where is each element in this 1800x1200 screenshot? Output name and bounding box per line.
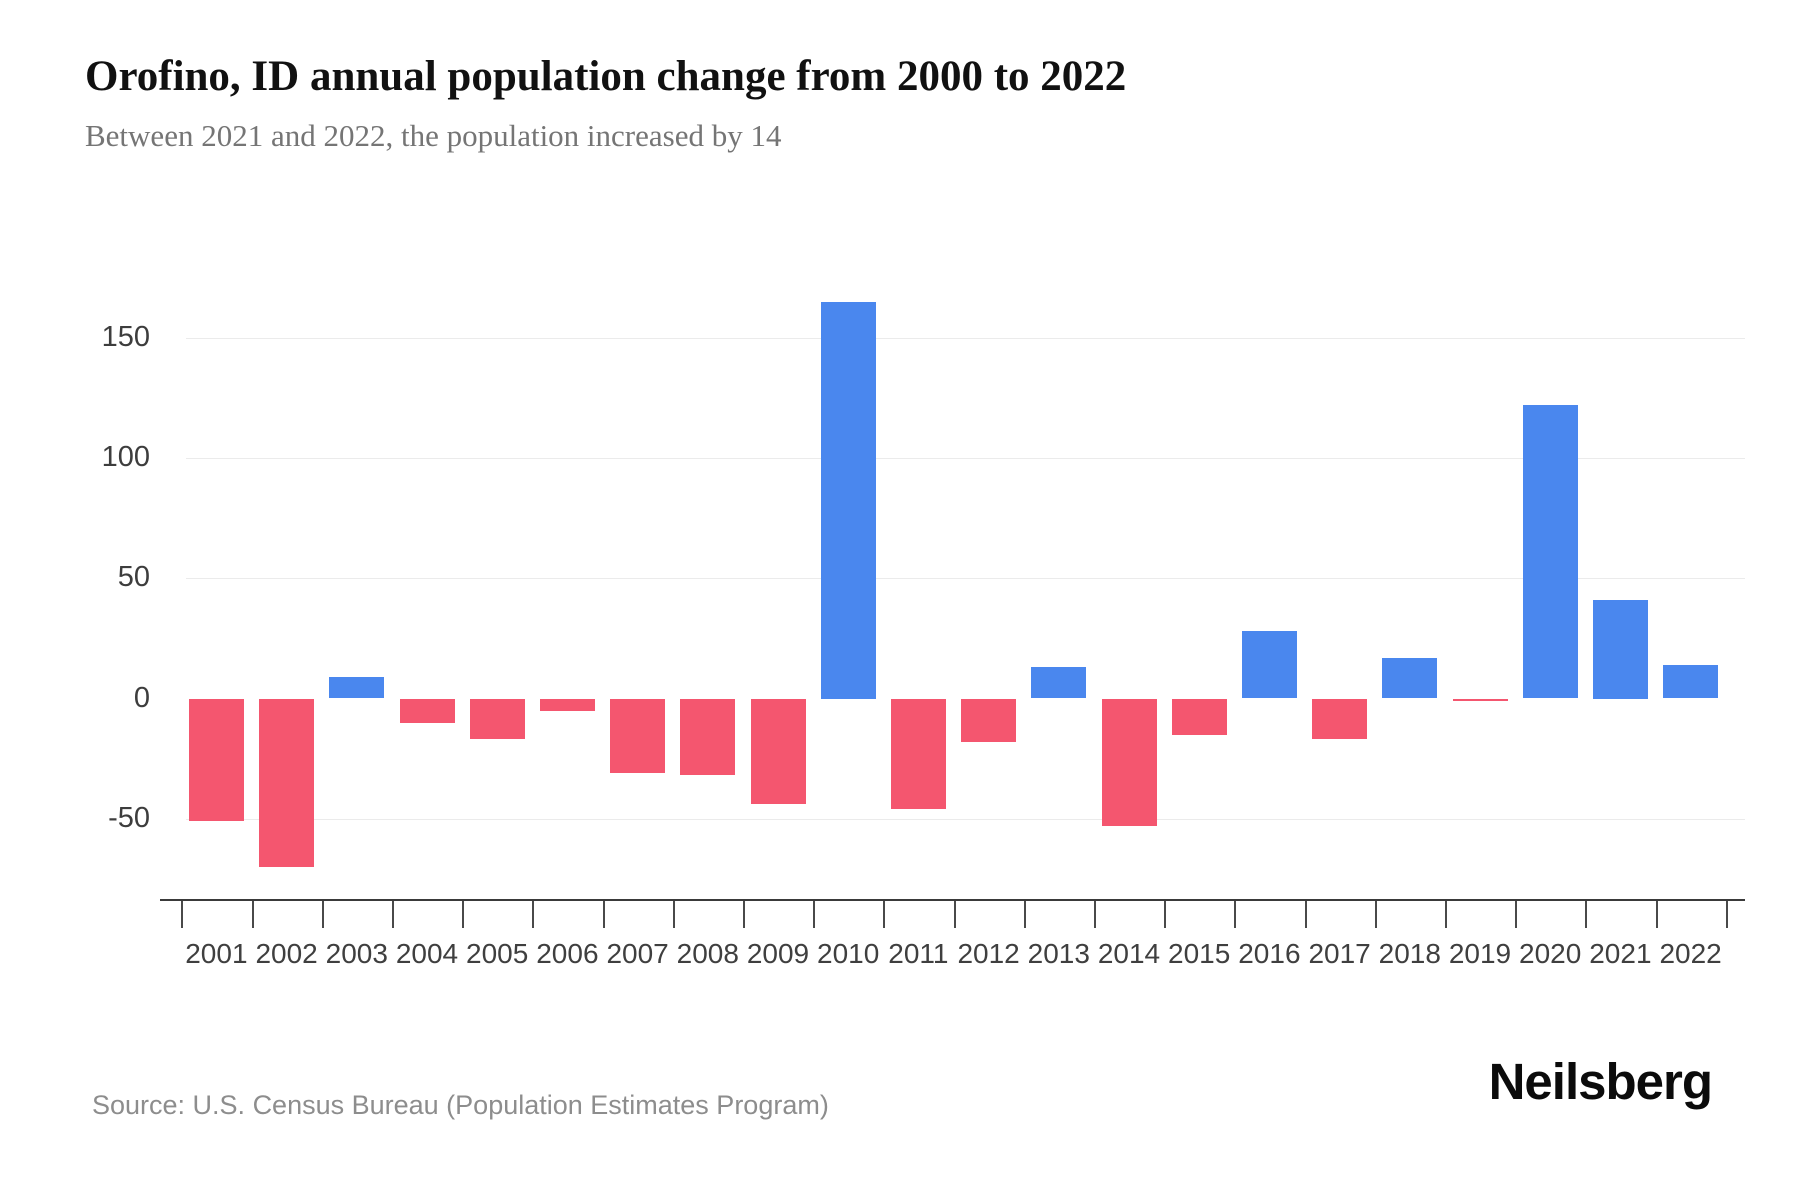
x-axis-tick	[813, 901, 816, 928]
y-axis-tick-label: 50	[117, 561, 150, 594]
x-axis-tick	[1444, 901, 1447, 928]
bar-2006[interactable]	[539, 698, 595, 711]
gridline-y--50	[186, 818, 1745, 820]
x-axis-tick	[742, 901, 745, 928]
bar-2016[interactable]	[1241, 631, 1297, 699]
bar-2018[interactable]	[1382, 657, 1438, 699]
x-axis-tick	[462, 901, 465, 928]
chart-title: Orofino, ID annual population change fro…	[85, 53, 1127, 100]
x-axis-tick	[321, 901, 324, 928]
x-axis-tick	[181, 901, 184, 928]
x-axis-label-2016: 2016	[1238, 938, 1301, 969]
bar-2021[interactable]	[1592, 600, 1648, 699]
bar-2015[interactable]	[1171, 698, 1227, 735]
x-axis-tick	[953, 901, 956, 928]
bar-2011[interactable]	[890, 698, 946, 810]
x-axis-tick	[883, 901, 886, 928]
bar-2014[interactable]	[1101, 698, 1157, 826]
x-axis-label-2003: 2003	[325, 938, 388, 969]
x-axis-tick	[1585, 901, 1588, 928]
bar-2010[interactable]	[820, 302, 876, 699]
x-axis-label-2020: 2020	[1519, 938, 1582, 969]
x-axis-label-2013: 2013	[1027, 938, 1090, 969]
x-axis-label-2011: 2011	[888, 938, 949, 969]
x-axis-label-2015: 2015	[1168, 938, 1231, 969]
x-axis-label-2002: 2002	[255, 938, 318, 969]
gridline-y-150	[186, 338, 1745, 339]
x-axis-tick	[1374, 901, 1377, 928]
y-axis-tick-label: 0	[133, 681, 150, 714]
x-axis-label-2006: 2006	[536, 938, 599, 969]
bar-2007[interactable]	[610, 698, 666, 773]
x-axis-tick	[602, 901, 605, 928]
bar-2005[interactable]	[469, 698, 525, 740]
x-axis-label-2004: 2004	[395, 938, 459, 969]
gridline-y-50	[186, 578, 1745, 580]
bar-2001[interactable]	[188, 698, 244, 822]
bar-2019[interactable]	[1452, 698, 1508, 701]
x-axis-line	[160, 899, 1745, 901]
x-axis-label-2005: 2005	[466, 938, 529, 969]
x-axis-label-2008: 2008	[676, 938, 739, 969]
x-axis-tick	[672, 901, 675, 928]
x-axis-tick	[391, 901, 394, 928]
brand-logo: Neilsberg	[1488, 1053, 1713, 1110]
x-axis-tick	[1093, 901, 1096, 928]
x-axis-label-2012: 2012	[957, 938, 1020, 969]
bar-2009[interactable]	[750, 698, 806, 805]
x-axis-label-2019: 2019	[1448, 938, 1512, 969]
x-axis-label-2018: 2018	[1378, 938, 1441, 969]
bar-2020[interactable]	[1522, 405, 1578, 699]
x-axis-tick	[532, 901, 535, 928]
y-axis-tick-label: 150	[101, 320, 150, 353]
x-axis-tick	[1515, 901, 1518, 928]
x-axis-tick	[1304, 901, 1307, 928]
bar-2002[interactable]	[259, 698, 315, 867]
x-axis-tick	[1655, 901, 1658, 928]
source-note: Source: U.S. Census Bureau (Population E…	[92, 1090, 829, 1120]
chart-subtitle: Between 2021 and 2022, the population in…	[85, 118, 782, 153]
x-axis-label-2009: 2009	[746, 938, 810, 969]
x-axis-label-2017: 2017	[1308, 938, 1371, 969]
x-axis-tick	[1725, 901, 1728, 928]
x-axis-label-2001: 2001	[185, 938, 248, 969]
x-axis-label-2010: 2010	[817, 938, 880, 969]
x-axis-tick	[1234, 901, 1237, 928]
bar-2008[interactable]	[680, 698, 736, 776]
bar-2017[interactable]	[1312, 698, 1368, 740]
x-axis-label-2021: 2021	[1589, 938, 1652, 969]
x-axis-label-2014: 2014	[1097, 938, 1161, 969]
bar-2022[interactable]	[1663, 664, 1719, 699]
bar-2003[interactable]	[329, 676, 385, 699]
x-axis-label-2022: 2022	[1659, 938, 1722, 969]
bar-2004[interactable]	[399, 698, 455, 723]
y-axis-tick-label: 100	[101, 441, 150, 474]
y-axis-tick-label: -50	[108, 801, 150, 834]
gridline-y-100	[186, 458, 1745, 460]
x-axis-tick	[1164, 901, 1167, 928]
bar-2013[interactable]	[1031, 667, 1087, 699]
bar-2012[interactable]	[961, 698, 1017, 742]
x-axis-tick	[1023, 901, 1026, 928]
x-axis-label-2007: 2007	[606, 938, 669, 969]
x-axis-tick	[251, 901, 254, 928]
